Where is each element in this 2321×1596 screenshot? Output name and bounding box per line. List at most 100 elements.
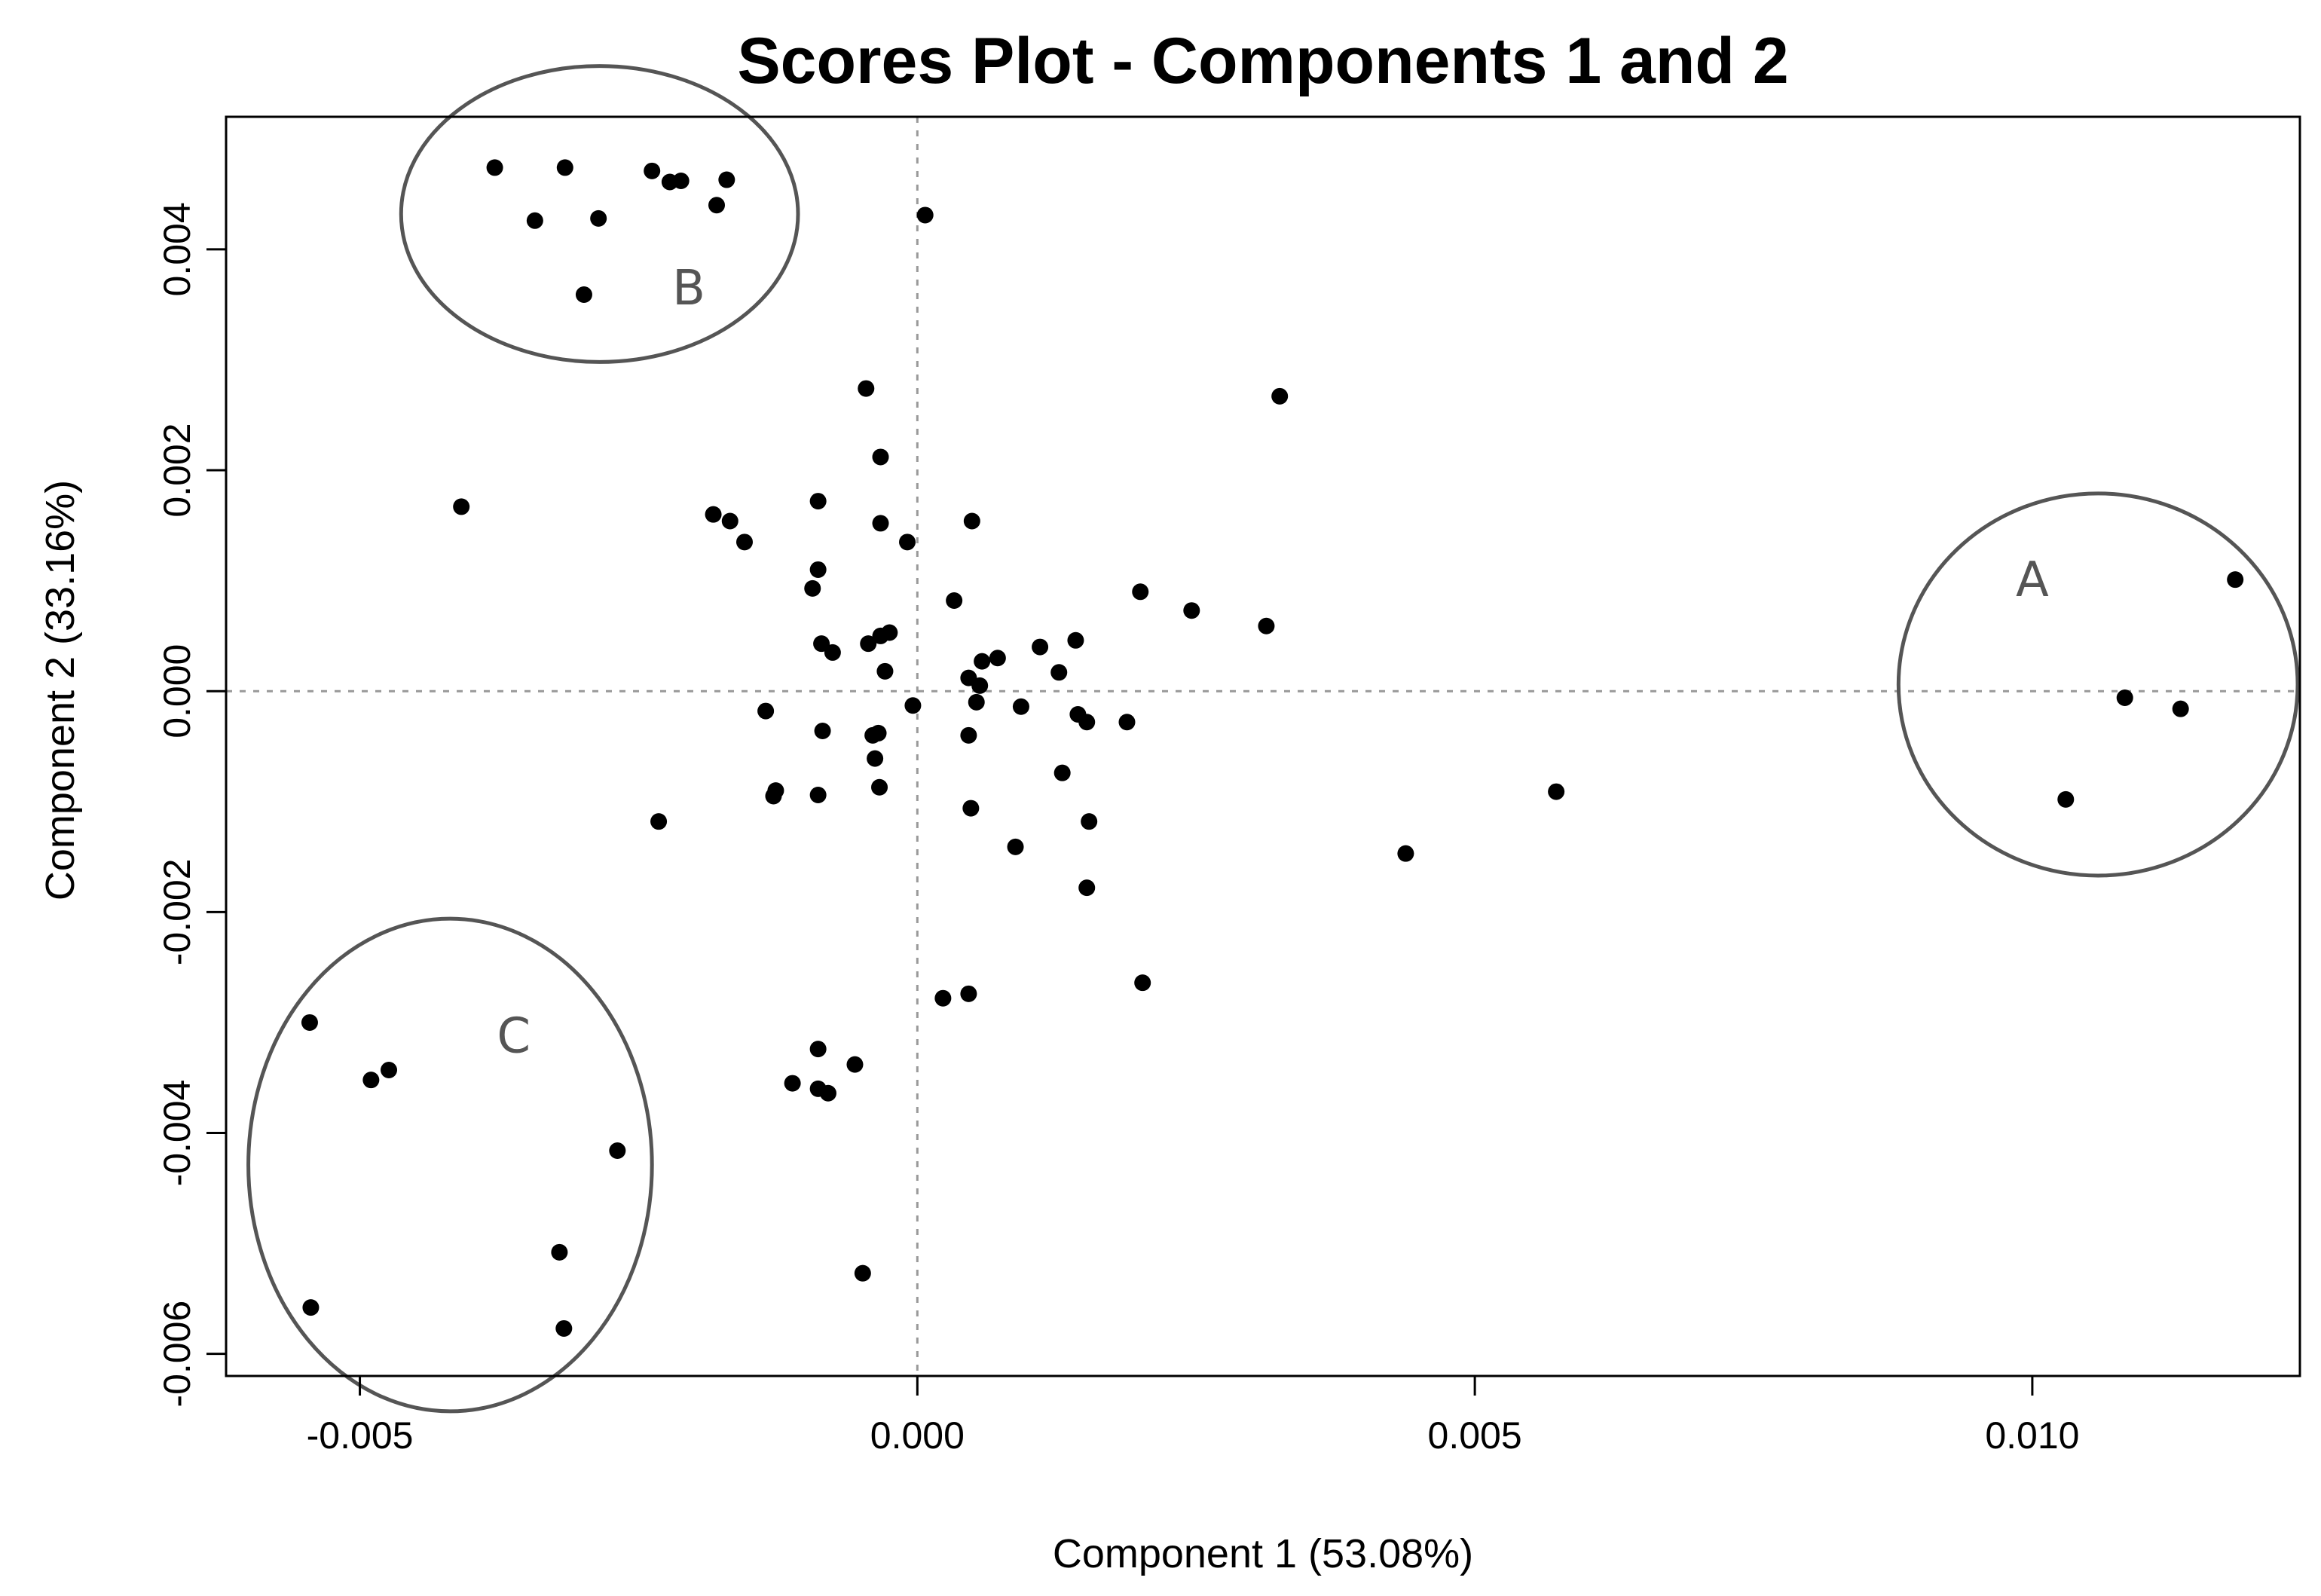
data-point bbox=[1081, 813, 1098, 830]
data-point bbox=[2057, 790, 2075, 808]
data-point bbox=[555, 1319, 573, 1337]
data-point bbox=[590, 209, 607, 227]
plot-frame bbox=[225, 115, 2301, 1377]
data-point bbox=[721, 512, 738, 530]
data-point bbox=[1078, 879, 1096, 897]
data-point bbox=[872, 515, 889, 532]
data-point bbox=[556, 159, 573, 176]
data-point bbox=[974, 653, 991, 670]
data-point bbox=[876, 662, 894, 680]
data-point bbox=[705, 506, 722, 523]
data-point bbox=[1118, 714, 1136, 731]
y-tick-label: -0.004 bbox=[156, 1080, 198, 1187]
data-point bbox=[1271, 387, 1289, 405]
data-point bbox=[757, 702, 775, 720]
y-axis-label: Component 2 (33.16%) bbox=[38, 480, 83, 900]
data-point bbox=[1050, 664, 1068, 681]
data-point bbox=[2172, 700, 2189, 717]
data-point bbox=[1067, 631, 1084, 649]
cluster-c-ellipse bbox=[246, 916, 654, 1414]
y-tick-label: -0.002 bbox=[156, 858, 198, 965]
data-point bbox=[1132, 583, 1149, 601]
data-point bbox=[904, 697, 922, 714]
data-point bbox=[526, 212, 543, 229]
data-point bbox=[381, 1061, 398, 1078]
data-point bbox=[971, 677, 989, 694]
data-point bbox=[819, 1084, 836, 1102]
data-point bbox=[301, 1014, 318, 1031]
data-points bbox=[301, 159, 2244, 1337]
x-tick-label: 0.010 bbox=[1985, 1414, 2079, 1457]
cluster-a-ellipse bbox=[1896, 491, 2300, 878]
data-point bbox=[1078, 714, 1096, 731]
data-point bbox=[804, 579, 821, 597]
data-point bbox=[934, 989, 952, 1007]
data-point bbox=[814, 722, 831, 739]
data-point bbox=[860, 635, 877, 653]
data-point bbox=[708, 197, 726, 214]
y-tick-label: 0.000 bbox=[156, 644, 198, 738]
data-point bbox=[1548, 783, 1565, 800]
data-point bbox=[960, 726, 977, 744]
data-point bbox=[960, 985, 977, 1002]
x-tick-label: 0.000 bbox=[870, 1414, 965, 1457]
cluster-annotations: A B C bbox=[246, 64, 2300, 1414]
data-point bbox=[672, 173, 690, 190]
data-point bbox=[2227, 571, 2244, 589]
cluster-a-label: A bbox=[2016, 552, 2049, 608]
data-point bbox=[872, 627, 889, 644]
data-point bbox=[718, 171, 735, 188]
data-point bbox=[989, 650, 1006, 667]
data-point bbox=[1397, 845, 1414, 862]
data-point bbox=[551, 1243, 568, 1261]
data-point bbox=[872, 448, 889, 466]
y-tick-label: -0.006 bbox=[156, 1301, 198, 1408]
data-point bbox=[609, 1142, 626, 1159]
data-point bbox=[809, 493, 827, 510]
data-point bbox=[809, 1041, 827, 1058]
data-point bbox=[946, 592, 963, 610]
data-point bbox=[809, 561, 827, 578]
data-point bbox=[968, 693, 985, 711]
data-point bbox=[453, 498, 470, 515]
y-tick-label: 0.004 bbox=[156, 202, 198, 296]
x-tick-label: -0.005 bbox=[307, 1414, 414, 1457]
data-point bbox=[846, 1056, 864, 1073]
data-point bbox=[644, 162, 661, 179]
data-point bbox=[765, 787, 782, 805]
x-axis-label: Component 1 (53.08%) bbox=[1053, 1531, 1473, 1576]
data-point bbox=[824, 644, 841, 661]
data-point bbox=[1183, 602, 1200, 619]
data-point bbox=[962, 800, 980, 817]
x-tick-label: 0.005 bbox=[1428, 1414, 1522, 1457]
data-point bbox=[916, 206, 934, 224]
data-point bbox=[1007, 838, 1024, 855]
x-axis: -0.005 0.000 0.005 0.010 bbox=[307, 1374, 2079, 1457]
y-tick-label: 0.002 bbox=[156, 423, 198, 517]
data-point bbox=[867, 750, 884, 767]
data-point bbox=[302, 1299, 320, 1316]
cluster-c-label: C bbox=[497, 1009, 531, 1065]
data-point bbox=[858, 380, 875, 397]
chart-title: Scores Plot - Components 1 and 2 bbox=[737, 25, 1788, 97]
cluster-b-ellipse bbox=[399, 64, 800, 364]
data-point bbox=[650, 813, 668, 830]
y-axis: -0.006 -0.004 -0.002 0.000 0.002 0.004 bbox=[156, 202, 228, 1408]
data-point bbox=[963, 512, 980, 530]
data-point bbox=[1134, 974, 1151, 992]
data-point bbox=[1032, 638, 1049, 656]
data-point bbox=[1012, 698, 1029, 715]
data-point bbox=[2116, 689, 2133, 707]
data-point bbox=[871, 778, 888, 796]
data-point bbox=[809, 786, 827, 803]
data-point bbox=[1053, 764, 1071, 781]
data-point bbox=[736, 534, 753, 551]
data-point bbox=[854, 1264, 871, 1282]
data-point bbox=[784, 1075, 801, 1092]
data-point bbox=[899, 534, 916, 551]
data-point bbox=[486, 159, 503, 176]
data-point bbox=[575, 286, 592, 303]
data-point bbox=[813, 635, 830, 653]
